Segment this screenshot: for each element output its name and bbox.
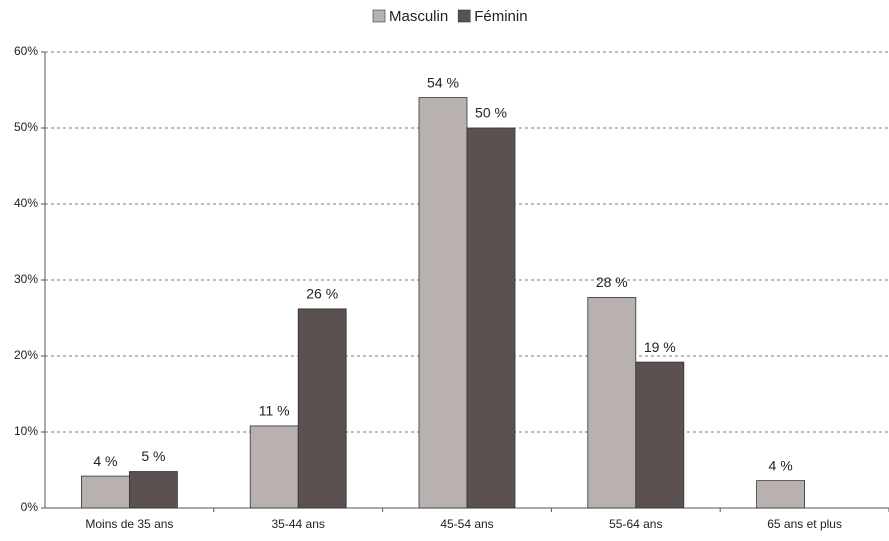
y-tick-label: 40% (14, 196, 38, 210)
y-tick-label: 60% (14, 44, 38, 58)
bar (81, 475, 130, 509)
y-tick-label: 50% (14, 120, 38, 134)
value-label: 4 % (93, 453, 117, 469)
legend-swatch (372, 9, 386, 23)
x-tick-label: Moins de 35 ans (85, 517, 173, 531)
bar (128, 471, 178, 509)
bar (635, 361, 685, 509)
y-tick-label: 0% (21, 500, 39, 514)
bar (249, 425, 299, 509)
x-tick-label: 35-44 ans (272, 517, 325, 531)
value-label: 11 % (259, 403, 290, 419)
x-tick-label: 65 ans et plus (767, 517, 842, 531)
bar (756, 480, 805, 509)
bar (466, 127, 516, 509)
value-label: 19 % (644, 339, 676, 355)
bar (297, 308, 347, 509)
x-tick-label: 55-64 ans (609, 517, 662, 531)
x-tick-label: 45-54 ans (440, 517, 493, 531)
legend-swatch (457, 9, 471, 23)
y-tick-label: 20% (14, 348, 38, 362)
bar (418, 97, 468, 509)
value-label: 26 % (306, 286, 338, 302)
value-label: 4 % (769, 457, 793, 473)
bar (587, 297, 637, 509)
legend-label: Masculin (389, 8, 448, 25)
value-label: 50 % (475, 105, 507, 121)
legend-label: Féminin (474, 8, 527, 25)
value-label: 28 % (596, 274, 628, 290)
y-tick-label: 10% (14, 424, 38, 438)
value-label: 5 % (141, 448, 165, 464)
value-label: 54 % (427, 74, 459, 90)
y-tick-label: 30% (14, 272, 38, 286)
